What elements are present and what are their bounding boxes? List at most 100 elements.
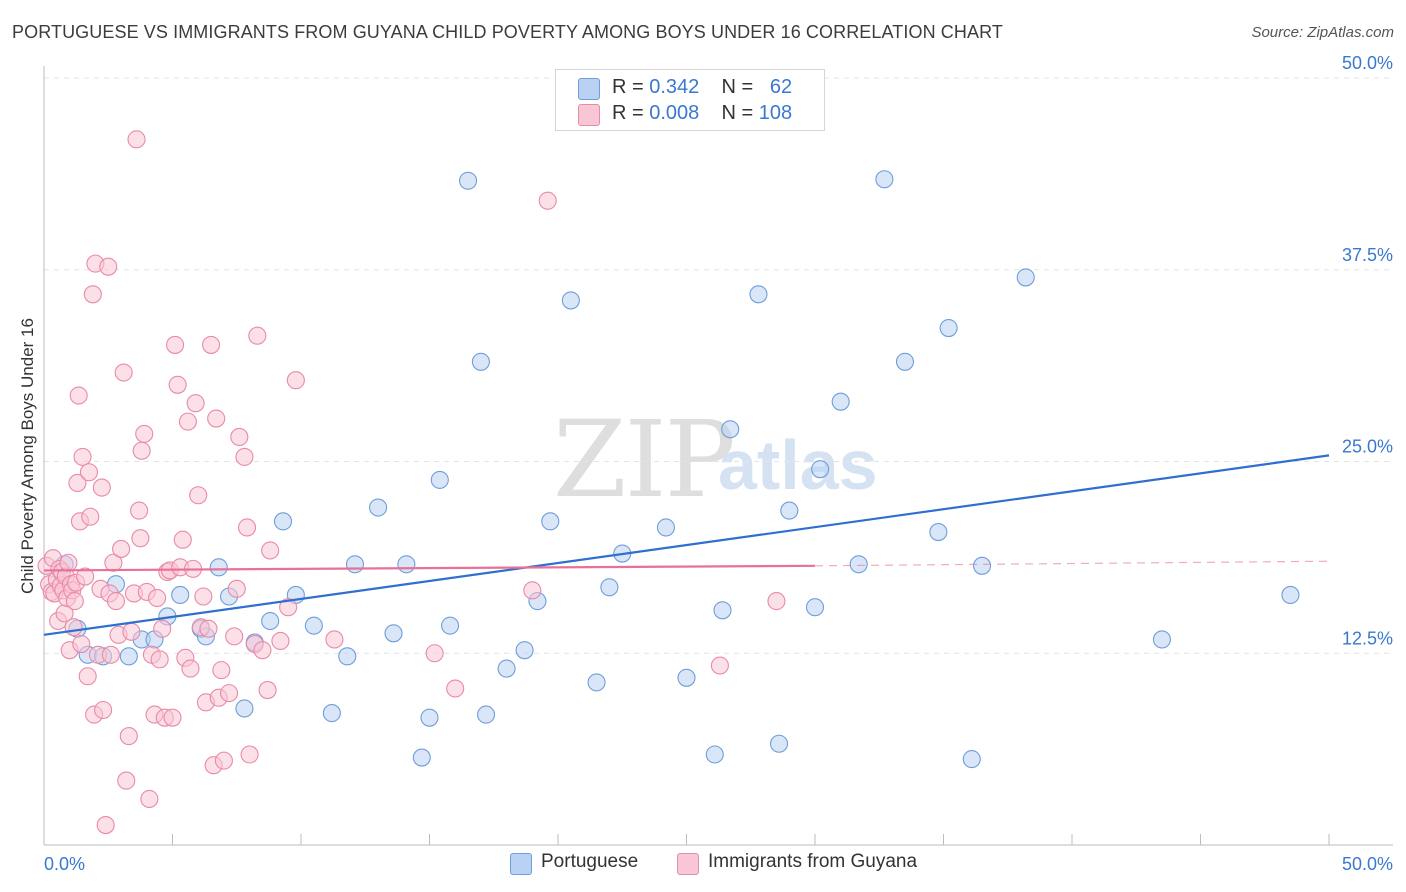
portuguese-point [397, 555, 416, 574]
guyana-point [83, 285, 102, 304]
guyana-point [131, 529, 150, 548]
guyana-point [130, 501, 149, 520]
guyana-point [132, 441, 151, 460]
guyana-point [207, 409, 226, 428]
portuguese-point [811, 460, 830, 479]
guyana-point [212, 661, 231, 680]
guyana-point [189, 486, 208, 505]
portuguese-point [541, 512, 560, 531]
guyana-point [69, 386, 88, 405]
guyana-point [59, 553, 78, 572]
portuguese-point [384, 624, 403, 643]
guyana-point [148, 588, 167, 608]
bottom-legend-label: Portuguese [541, 851, 639, 872]
guyana-point [261, 541, 280, 560]
legend-n-label: N = [721, 76, 754, 98]
legend-r-value: 0.342 [649, 76, 700, 98]
source-note: Source: ZipAtlas.com [1251, 24, 1394, 41]
y-tick-label: 25.0% [1342, 437, 1393, 457]
guyana-point [163, 708, 182, 727]
axis-labels: 12.5% 25.0% 37.5% 50.0% 0.0% 50.0% Child Pover… [18, 53, 1393, 874]
guyana-trend-extension [814, 560, 1330, 567]
guyana-point [119, 727, 138, 746]
y-tick-label: 12.5% [1342, 628, 1393, 648]
guyana-point [248, 326, 267, 345]
guyana-point [150, 650, 169, 669]
portuguese-point [304, 616, 323, 635]
guyana-point [225, 627, 244, 646]
guyana-point [253, 641, 272, 660]
guyana-point [78, 667, 97, 686]
guyana-point [79, 463, 99, 482]
portuguese-point [1016, 268, 1035, 287]
guyana-point [199, 619, 218, 638]
watermark-zip: ZIP [553, 398, 736, 521]
guyana-point [258, 681, 277, 700]
portuguese-point [1281, 585, 1300, 605]
guyana-point [446, 679, 465, 698]
guyana-point [271, 631, 290, 651]
guyana-point [106, 592, 126, 611]
portuguese-point [338, 647, 357, 666]
portuguese-point [261, 611, 280, 631]
portuguese-point [656, 518, 675, 537]
guyana-point [76, 567, 95, 586]
guyana-point [240, 745, 259, 764]
guyana-point [235, 447, 254, 466]
portuguese-point [600, 578, 619, 597]
guyana-point [538, 191, 557, 210]
y-tick-label: 37.5% [1342, 245, 1393, 265]
portuguese-points [55, 170, 1300, 769]
x-tick-label: 50.0% [1342, 854, 1393, 874]
guyana-point [166, 335, 185, 354]
portuguese-point [677, 668, 696, 687]
portuguese-point [322, 704, 341, 723]
guyana-point [279, 598, 298, 617]
portuguese-point [412, 748, 431, 767]
guyana-point [127, 130, 146, 149]
portuguese-point [497, 659, 516, 678]
portuguese-point [458, 171, 478, 190]
bottom-legend-swatch [510, 853, 532, 875]
guyana-point [523, 581, 542, 600]
guyana-point [140, 789, 159, 809]
guyana-point [112, 539, 131, 558]
portuguese-point [345, 555, 365, 574]
guyana-trend-line [43, 564, 816, 572]
portuguese-trend-line [43, 454, 1330, 636]
portuguese-point [430, 470, 449, 489]
guyana-point [94, 700, 113, 720]
portuguese-point [831, 392, 850, 411]
legend-n-value: 108 [758, 102, 793, 124]
guyana-point [425, 644, 444, 663]
portuguese-point [515, 641, 534, 660]
guyana-point [767, 592, 786, 611]
guyana-point [99, 257, 118, 276]
portuguese-point [875, 170, 894, 189]
portuguese-point [369, 498, 388, 517]
axes [43, 66, 1393, 846]
guyana-point [230, 427, 249, 447]
guyana-point [135, 424, 154, 443]
portuguese-point [441, 616, 460, 635]
legend-box: R = 0.342 N = 62 R = 0.008 N = 108 [555, 69, 825, 131]
portuguese-point [476, 705, 496, 724]
legend-r-label: R = [612, 76, 644, 98]
guyana-point [202, 335, 221, 354]
guyana-point [96, 816, 115, 835]
portuguese-point [805, 598, 825, 617]
portuguese-point [749, 285, 768, 304]
guyana-point [101, 645, 120, 664]
guyana-point [122, 622, 141, 641]
watermark-atlas: atlas [718, 426, 878, 504]
portuguese-point [561, 291, 580, 310]
chart-title: PORTUGUESE VS IMMIGRANTS FROM GUYANA CHI… [12, 22, 1003, 42]
trend-lines [43, 454, 1330, 636]
portuguese-point [235, 699, 254, 718]
y-axis-label: Child Poverty Among Boys Under 16 [18, 318, 37, 594]
guyana-point [81, 507, 100, 526]
legend-swatch-portuguese [578, 78, 600, 100]
legend-swatch-guyana [578, 104, 600, 126]
portuguese-point [273, 512, 293, 531]
portuguese-point [713, 601, 732, 620]
